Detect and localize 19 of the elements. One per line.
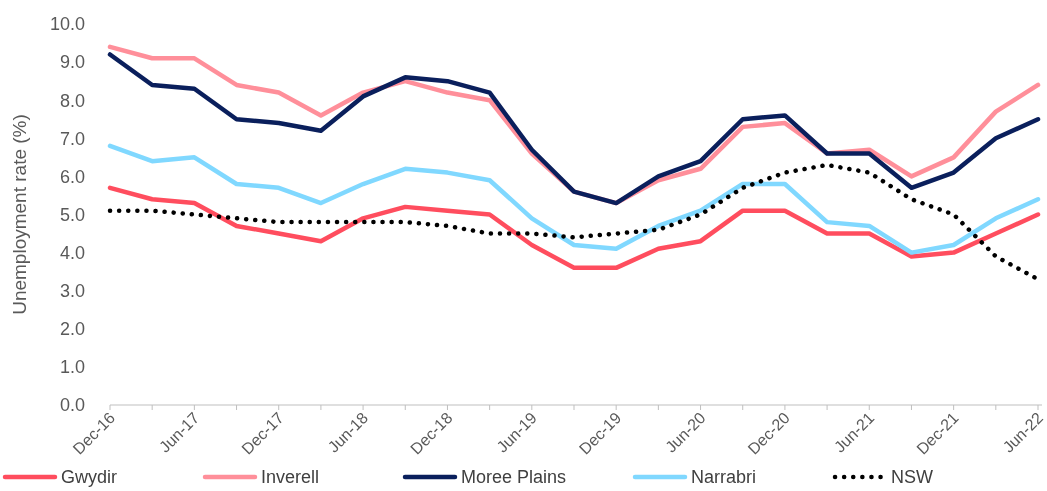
y-tick-label: 1.0 [59, 357, 85, 378]
line-series [107, 143, 1041, 255]
legend-label: Narrabri [691, 467, 757, 488]
y-tick-label: 3.0 [59, 281, 85, 301]
y-tick-label: 9.0 [59, 52, 85, 73]
y-tick-label: 4.0 [59, 242, 85, 263]
y-tick-label: 2.0 [59, 319, 85, 340]
y-axis-title: Unemployment rate (%) [9, 114, 30, 315]
legend-label: Inverell [261, 467, 320, 488]
y-tick-label: 5.0 [59, 204, 85, 225]
legend-label: Gwydir [61, 467, 118, 488]
y-tick-label: 8.0 [59, 90, 85, 111]
line-series [107, 185, 1041, 271]
legend-label: NSW [891, 467, 933, 488]
legend-label: Moree Plains [461, 467, 567, 488]
y-tick-label: 7.0 [59, 128, 85, 149]
y-tick-label: 0.0 [59, 395, 85, 416]
y-tick-label: 6.0 [59, 166, 85, 187]
y-tick-label: 10.0 [49, 14, 85, 35]
